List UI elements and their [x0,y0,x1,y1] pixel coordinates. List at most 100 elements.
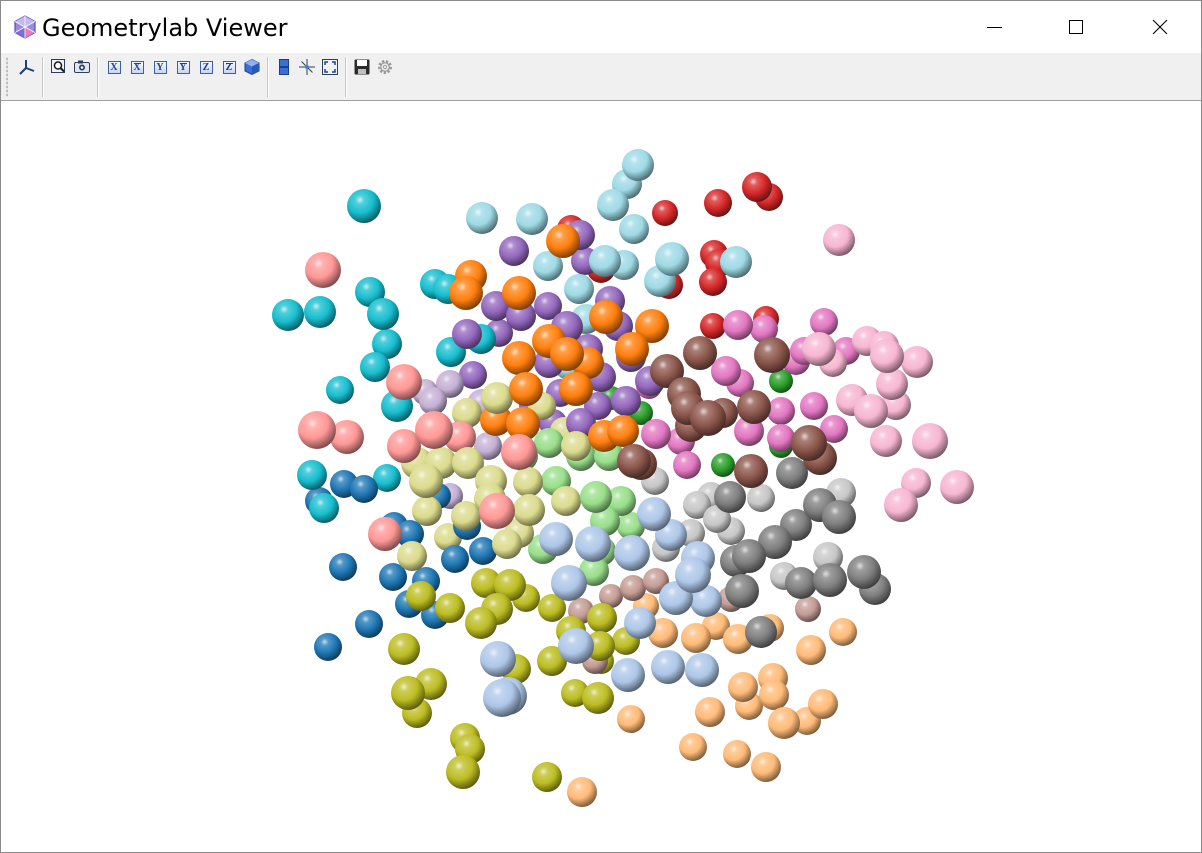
crosshair-button[interactable] [297,57,317,77]
3d-viewport[interactable] [1,101,1201,852]
sphere-olive [537,646,567,676]
sphere-khaki [513,494,545,526]
sphere-peach [695,697,725,727]
sphere-orange [502,341,536,375]
view-neg-x-button[interactable]: X [127,57,147,77]
sphere-gray [725,574,759,608]
sphere-lightblue [589,245,621,277]
sphere-orange [615,332,649,366]
sphere-peach [768,707,800,739]
axes-icon [19,60,35,75]
screenshot-button[interactable] [72,57,92,77]
sphere-orange [559,372,593,406]
save-button[interactable] [352,57,372,77]
sphere-salmon [415,411,453,449]
sphere-silver [683,491,711,519]
sphere-pink [767,424,795,452]
sphere-olive [587,603,617,633]
view-neg-y-button[interactable]: Y [173,57,193,77]
sphere-gray [822,500,856,534]
sphere-purple [611,386,641,416]
sphere-salmon [305,252,341,288]
sphere-steelblue [624,607,656,639]
axes-button[interactable] [17,57,37,77]
sphere-peach [679,733,707,761]
sphere-salmon [386,364,422,400]
sphere-lavender [474,432,502,460]
camera-icon [74,60,90,73]
sphere-orange [550,337,584,371]
sphere-pink [810,308,838,336]
sphere-lightblue [619,214,649,244]
sphere-silver [703,505,731,533]
title-bar[interactable]: Geometrylab Viewer [1,1,1201,53]
view-y-button[interactable]: Y [150,57,170,77]
sphere-steelblue [558,628,594,664]
toolbar-separator [42,57,44,97]
zoom-view-button[interactable] [49,57,69,77]
sphere-lightpink [884,488,918,522]
view-neg-y-icon: Y [176,60,190,74]
minimize-button[interactable] [971,1,1017,53]
sphere-lightblue [597,189,629,221]
sphere-peach [728,672,758,702]
sphere-orange [589,300,623,334]
fit-view-button[interactable] [320,57,340,77]
sphere-purple [452,319,482,349]
sphere-khaki [412,496,442,526]
sphere-peach [796,635,826,665]
sphere-pink [767,397,795,425]
sphere-pink [711,356,741,386]
sphere-lightblue [516,203,548,235]
sphere-gray [785,567,817,599]
sphere-orange [546,224,580,258]
toolbar-grip[interactable] [6,57,8,97]
sphere-olive [582,682,614,714]
sphere-red [700,313,726,339]
crosshair-icon [299,59,315,75]
sphere-olive [471,568,501,598]
view-neg-z-button[interactable]: Z [219,57,239,77]
sphere-cyan [297,460,327,490]
view-z-button[interactable]: Z [196,57,216,77]
sphere-gray [776,457,808,489]
close-button[interactable] [1137,1,1183,53]
sphere-cyan [360,352,390,382]
sphere-purple [566,408,596,438]
sphere-cyan [309,493,339,523]
sphere-pink [750,315,778,343]
view-iso-button[interactable] [242,57,262,77]
sphere-steelblue [685,653,719,687]
split-view-button[interactable] [274,57,294,77]
view-y-icon: Y [153,60,167,74]
sphere-rosybrown [599,584,623,608]
view-x-button[interactable]: X [104,57,124,77]
sphere-green [769,369,793,393]
sphere-lightgreen [606,486,636,516]
sphere-cyan [304,296,336,328]
sphere-blue [329,553,357,581]
maximize-button[interactable] [1053,1,1099,53]
sphere-cyan [272,299,304,331]
toolbar-separator [267,57,269,97]
sphere-salmon [298,411,336,449]
close-icon [1152,19,1168,35]
sphere-lightgreen [579,556,609,586]
sphere-olive [446,755,480,789]
toolbar-separator [345,57,347,97]
sphere-lightpink [876,368,908,400]
sphere-brown [617,444,651,478]
sphere-brown [754,337,790,373]
sphere-lavender [419,387,447,415]
sphere-steelblue [483,679,521,717]
sphere-cyan [326,376,354,404]
settings-button[interactable] [375,57,395,77]
fit-view-icon [322,59,338,75]
sphere-lightblue [466,202,498,234]
sphere-lightblue [533,251,563,281]
sphere-lightpink [901,346,933,378]
sphere-lavender [436,370,464,398]
minimize-icon [987,27,1002,28]
sphere-orange [509,372,543,406]
